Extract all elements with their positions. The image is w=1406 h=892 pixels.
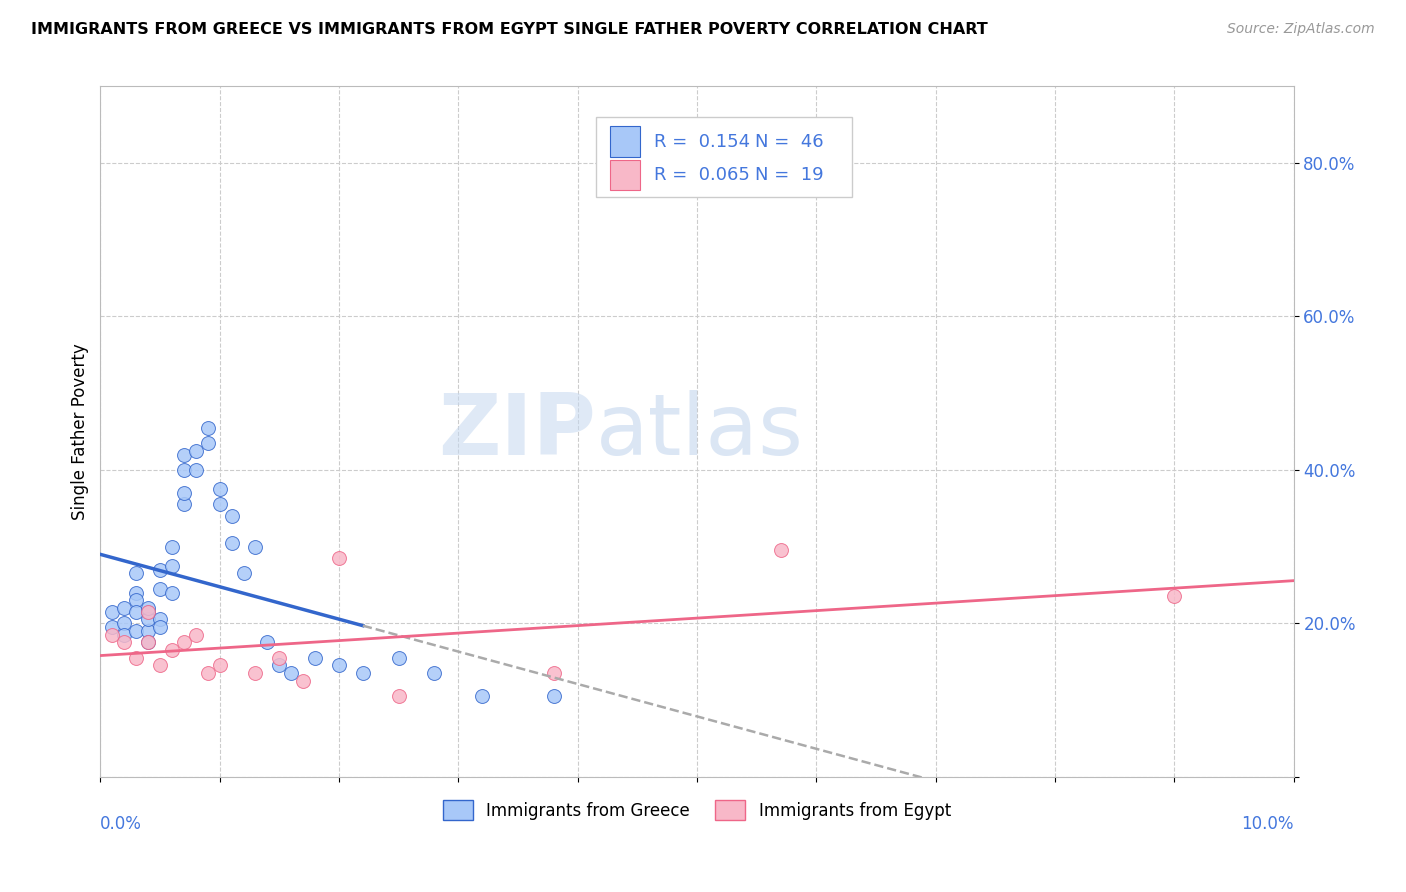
Point [328,658,350,673]
Point [221,508,243,523]
Point [101,628,124,642]
Text: R =  0.065: R = 0.065 [654,166,749,184]
Text: 0.0%: 0.0% [100,814,142,832]
Y-axis label: Single Father Poverty: Single Father Poverty [72,343,89,520]
Point [173,463,195,477]
Point [304,650,326,665]
Point [149,582,172,596]
Point [125,585,148,599]
Point [160,643,183,657]
Point [245,666,267,681]
Point [269,658,291,673]
Point [136,612,159,626]
Point [160,540,183,554]
Point [543,689,565,703]
Point [208,482,231,496]
Point [256,635,278,649]
Point [184,463,207,477]
Point [543,666,565,681]
Point [388,689,411,703]
Text: R =  0.154: R = 0.154 [654,133,751,151]
Point [173,497,195,511]
Point [149,620,172,634]
Text: ZIP: ZIP [437,390,596,473]
Legend: Immigrants from Greece, Immigrants from Egypt: Immigrants from Greece, Immigrants from … [436,793,957,827]
Point [173,486,195,500]
Point [136,635,159,649]
Point [149,612,172,626]
Point [423,666,446,681]
FancyBboxPatch shape [610,160,640,190]
Point [112,600,135,615]
Point [136,635,159,649]
Point [125,605,148,619]
Point [136,600,159,615]
Point [125,566,148,581]
Point [112,616,135,631]
Point [352,666,374,681]
Point [125,650,148,665]
Point [280,666,302,681]
Text: 10.0%: 10.0% [1241,814,1294,832]
Text: N =  46: N = 46 [755,133,824,151]
FancyBboxPatch shape [596,118,852,197]
Point [388,650,411,665]
Point [112,635,135,649]
Text: atlas: atlas [596,390,804,473]
Point [292,673,315,688]
Point [269,650,291,665]
Point [173,635,195,649]
Point [1163,590,1185,604]
Point [208,497,231,511]
Text: IMMIGRANTS FROM GREECE VS IMMIGRANTS FROM EGYPT SINGLE FATHER POVERTY CORRELATIO: IMMIGRANTS FROM GREECE VS IMMIGRANTS FRO… [31,22,987,37]
Point [125,593,148,607]
Point [232,566,254,581]
Point [101,620,124,634]
Point [136,605,159,619]
Point [125,624,148,638]
Text: N =  19: N = 19 [755,166,824,184]
Text: Source: ZipAtlas.com: Source: ZipAtlas.com [1227,22,1375,37]
Point [101,605,124,619]
Point [197,436,219,450]
Point [769,543,792,558]
FancyBboxPatch shape [610,127,640,157]
Point [328,551,350,566]
Point [136,605,159,619]
Point [471,689,494,703]
Point [173,448,195,462]
Point [184,443,207,458]
Point [208,658,231,673]
Point [197,666,219,681]
Point [160,558,183,573]
Point [197,420,219,434]
Point [112,628,135,642]
Point [149,563,172,577]
Point [221,535,243,549]
Point [136,624,159,638]
Point [160,585,183,599]
Point [149,658,172,673]
Point [184,628,207,642]
Point [245,540,267,554]
